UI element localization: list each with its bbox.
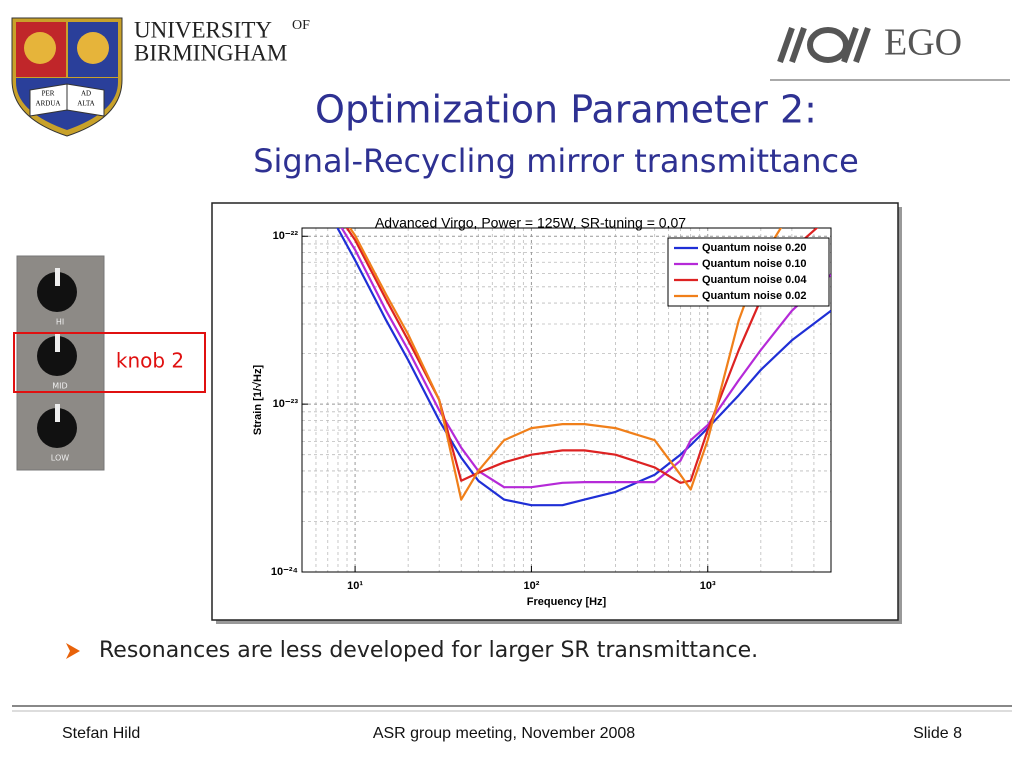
slide-subtitle: Signal-Recycling mirror transmittance	[253, 142, 859, 180]
university-of: OF	[292, 18, 310, 33]
footer-event: ASR group meeting, November 2008	[373, 725, 635, 742]
x-tick-label: 10²	[523, 580, 539, 592]
y-axis-label: Strain [1/√Hz]	[252, 365, 264, 436]
series-line	[340, 228, 831, 489]
chart: 10¹ 10² 10³ 10⁻²⁴ 10⁻²³ 10⁻²² Advanced Virgo, …	[252, 215, 832, 608]
motto: PER	[42, 90, 55, 98]
x-tick-label: 10¹	[347, 580, 363, 592]
ego-logo	[777, 27, 871, 63]
chart-title: Advanced Virgo, Power = 125W, SR-tuning …	[375, 215, 686, 231]
plot-area	[336, 228, 831, 507]
slide-title: Optimization Parameter 2:	[315, 88, 817, 132]
x-axis-label: Frequency [Hz]	[527, 596, 607, 608]
bullet-text: Resonances are less developed for larger…	[99, 638, 758, 663]
footer-author: Stefan Hild	[62, 725, 140, 742]
legend-box	[667, 237, 830, 307]
legend-label: Quantum noise 0.02	[702, 290, 807, 302]
callout-text: knob 2	[116, 349, 184, 373]
y-tick-label: 10⁻²⁴	[271, 566, 298, 578]
bullet-marker	[66, 643, 80, 659]
knob-photo: HI MID LOW	[16, 255, 105, 471]
ego-text: EGO	[884, 22, 962, 64]
series-line	[336, 228, 831, 507]
legend-label: Quantum noise 0.04	[702, 274, 807, 286]
x-tick-label: 10³	[700, 580, 716, 592]
motto: AD	[81, 90, 91, 98]
legend-label: Quantum noise 0.20	[702, 242, 807, 254]
university-name: UNIVERSITY	[134, 17, 272, 42]
motto: ALTA	[77, 100, 94, 108]
y-tick-label: 10⁻²³	[273, 398, 299, 410]
knob-label: LOW	[51, 454, 69, 463]
callout-box	[13, 332, 206, 393]
university-city: BIRMINGHAM	[134, 40, 287, 65]
series-line	[348, 228, 783, 501]
y-tick-label: 10⁻²²	[273, 230, 299, 242]
knob-label: HI	[56, 318, 64, 327]
university-crest: PER AD ARDUA ALTA	[11, 17, 123, 137]
footer-slide: Slide 8	[913, 725, 962, 742]
knob-label: MID	[52, 382, 67, 391]
legend-label: Quantum noise 0.10	[702, 258, 807, 270]
plot-frame	[301, 227, 832, 573]
motto: ARDUA	[36, 100, 61, 108]
series-line	[345, 228, 819, 484]
